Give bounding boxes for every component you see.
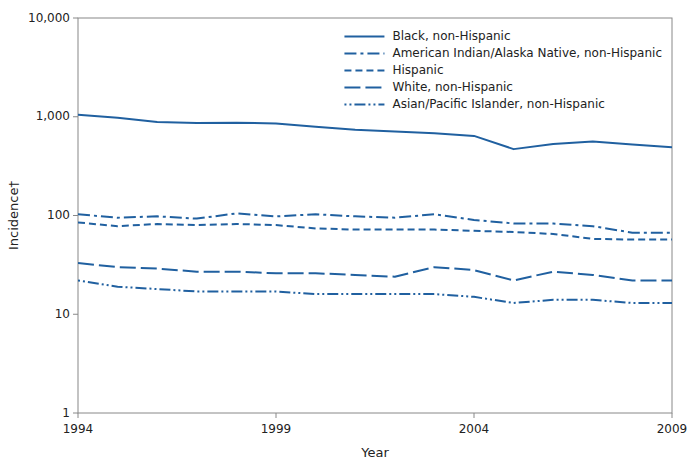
legend-swatch <box>344 36 384 38</box>
y-tick <box>73 215 78 216</box>
series-line <box>78 115 672 149</box>
x-axis-label: Year <box>360 445 389 460</box>
legend: Black, non-Hispanic American Indian/Alask… <box>344 29 662 111</box>
y-tick <box>73 413 78 414</box>
x-tick-label: 2009 <box>657 422 688 436</box>
x-tick-label: 2004 <box>459 422 490 436</box>
x-tick-label: 1994 <box>63 422 94 436</box>
legend-label: White, non-Hispanic <box>392 80 513 94</box>
y-tick-label: 1,000 <box>36 109 70 123</box>
y-tick <box>73 314 78 315</box>
legend-label: Black, non-Hispanic <box>392 29 510 43</box>
x-tick-label: 1999 <box>261 422 292 436</box>
y-tick-label: 10 <box>55 307 70 321</box>
y-tick-label: 10,000 <box>28 11 70 25</box>
plot-frame <box>78 18 672 413</box>
legend-swatch <box>344 87 384 89</box>
legend-swatch <box>344 104 384 106</box>
legend-label: Asian/Pacific Islander, non-Hispanic <box>392 97 604 111</box>
legend-swatch <box>344 53 384 55</box>
chart: 1 10 100 1,000 10,000 1994 1999 2004 2009 Year Inc… <box>0 0 694 469</box>
x-tick <box>276 413 277 418</box>
y-axis: 1 10 100 1,000 10,000 <box>28 11 78 420</box>
series-lines <box>78 115 672 303</box>
legend-label: Hispanic <box>392 63 443 77</box>
y-tick <box>73 18 78 19</box>
series-line <box>78 280 672 303</box>
y-axis-label: Incidence† <box>6 181 21 250</box>
x-tick <box>78 413 79 418</box>
x-tick <box>672 413 673 418</box>
y-tick <box>73 116 78 117</box>
series-line <box>78 222 672 239</box>
y-tick-label: 1 <box>62 406 70 420</box>
x-axis: 1994 1999 2004 2009 <box>63 413 688 436</box>
x-tick <box>474 413 475 418</box>
legend-swatch <box>344 70 384 72</box>
y-tick-label: 100 <box>47 208 70 222</box>
series-line <box>78 263 672 280</box>
legend-label: American Indian/Alaska Native, non-Hispa… <box>392 46 662 60</box>
